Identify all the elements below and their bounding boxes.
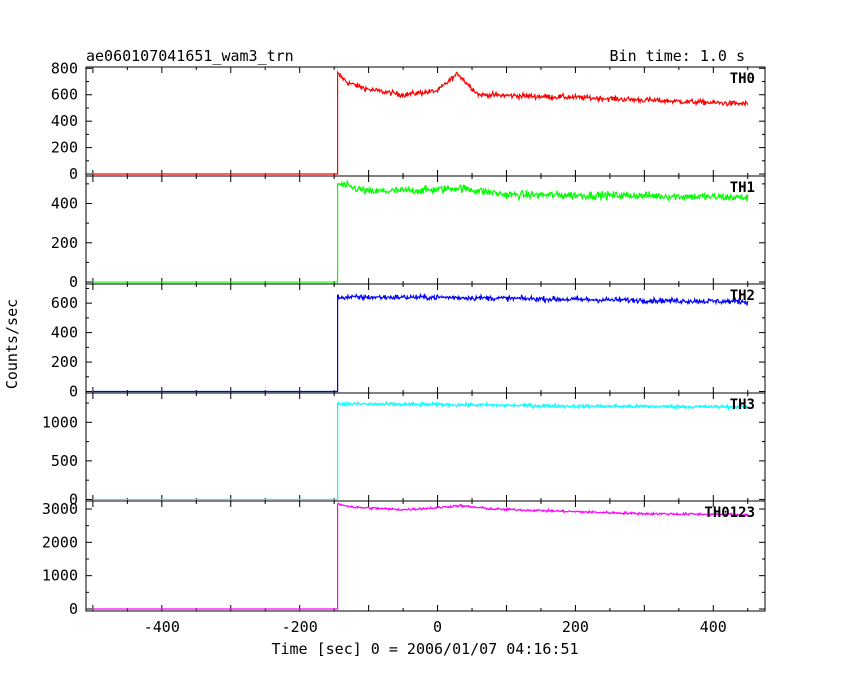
series-line-th1 <box>92 179 749 283</box>
x-tick-label: 200 <box>562 618 589 636</box>
x-tick-label: 400 <box>700 618 727 636</box>
y-tick-label: 0 <box>69 600 78 618</box>
series-line-th3 <box>92 400 748 501</box>
y-tick-label: 500 <box>51 452 78 470</box>
panel-th0: 0 200 400 600 800 TH0 <box>51 59 766 183</box>
series-label: TH0 <box>730 71 755 87</box>
series-label: TH2 <box>730 288 755 304</box>
chart-title: ae060107041651_wam3_trn <box>86 47 294 65</box>
series-line-th0 <box>92 70 749 175</box>
y-tick-label: 2000 <box>42 533 78 551</box>
y-tick-label: 1000 <box>42 567 78 585</box>
panel-frame <box>85 66 766 177</box>
y-tick-label: 0 <box>69 273 78 291</box>
series-label: TH3 <box>730 397 755 413</box>
panel-th0123: 0 1000 2000 3000 TH0123 <box>42 500 766 618</box>
y-axis-label: Counts/sec <box>3 299 21 389</box>
bin-time-label: Bin time: 1.0 s <box>610 47 745 65</box>
panel-frame <box>85 175 766 285</box>
y-tick-label: 400 <box>51 112 78 130</box>
series-line-th2 <box>92 292 749 393</box>
series-label: TH1 <box>730 180 755 196</box>
x-tick-label: 0 <box>433 618 442 636</box>
panel-th1: 0 200 400 TH1 <box>51 175 766 291</box>
y-tick-label: 1000 <box>42 413 78 431</box>
x-tick-label: -400 <box>144 618 180 636</box>
x-axis-label: Time [sec] 0 = 2006/01/07 04:16:51 <box>271 640 578 658</box>
y-tick-label: 800 <box>51 59 78 77</box>
series-line-th0123 <box>92 502 749 610</box>
y-tick-label: 200 <box>51 234 78 252</box>
y-tick-label: 3000 <box>42 500 78 518</box>
x-tick-label: -200 <box>282 618 318 636</box>
y-tick-label: 0 <box>69 490 78 508</box>
panel-frame <box>85 392 766 502</box>
panel-th2: 0 200 400 600 TH2 <box>51 283 766 401</box>
series-label: TH0123 <box>704 505 755 521</box>
y-tick-label: 0 <box>69 165 78 183</box>
y-tick-label: 400 <box>51 324 78 342</box>
y-tick-label: 600 <box>51 86 78 104</box>
y-tick-label: 200 <box>51 139 78 157</box>
panel-frame <box>85 500 766 612</box>
panel-th3: 0 500 1000 TH3 <box>42 392 766 508</box>
y-tick-label: 200 <box>51 353 78 371</box>
y-tick-label: 400 <box>51 194 78 212</box>
x-tick-labels: -400 -200 0 200 400 <box>144 618 727 636</box>
y-tick-label: 0 <box>69 383 78 401</box>
y-tick-label: 600 <box>51 294 78 312</box>
